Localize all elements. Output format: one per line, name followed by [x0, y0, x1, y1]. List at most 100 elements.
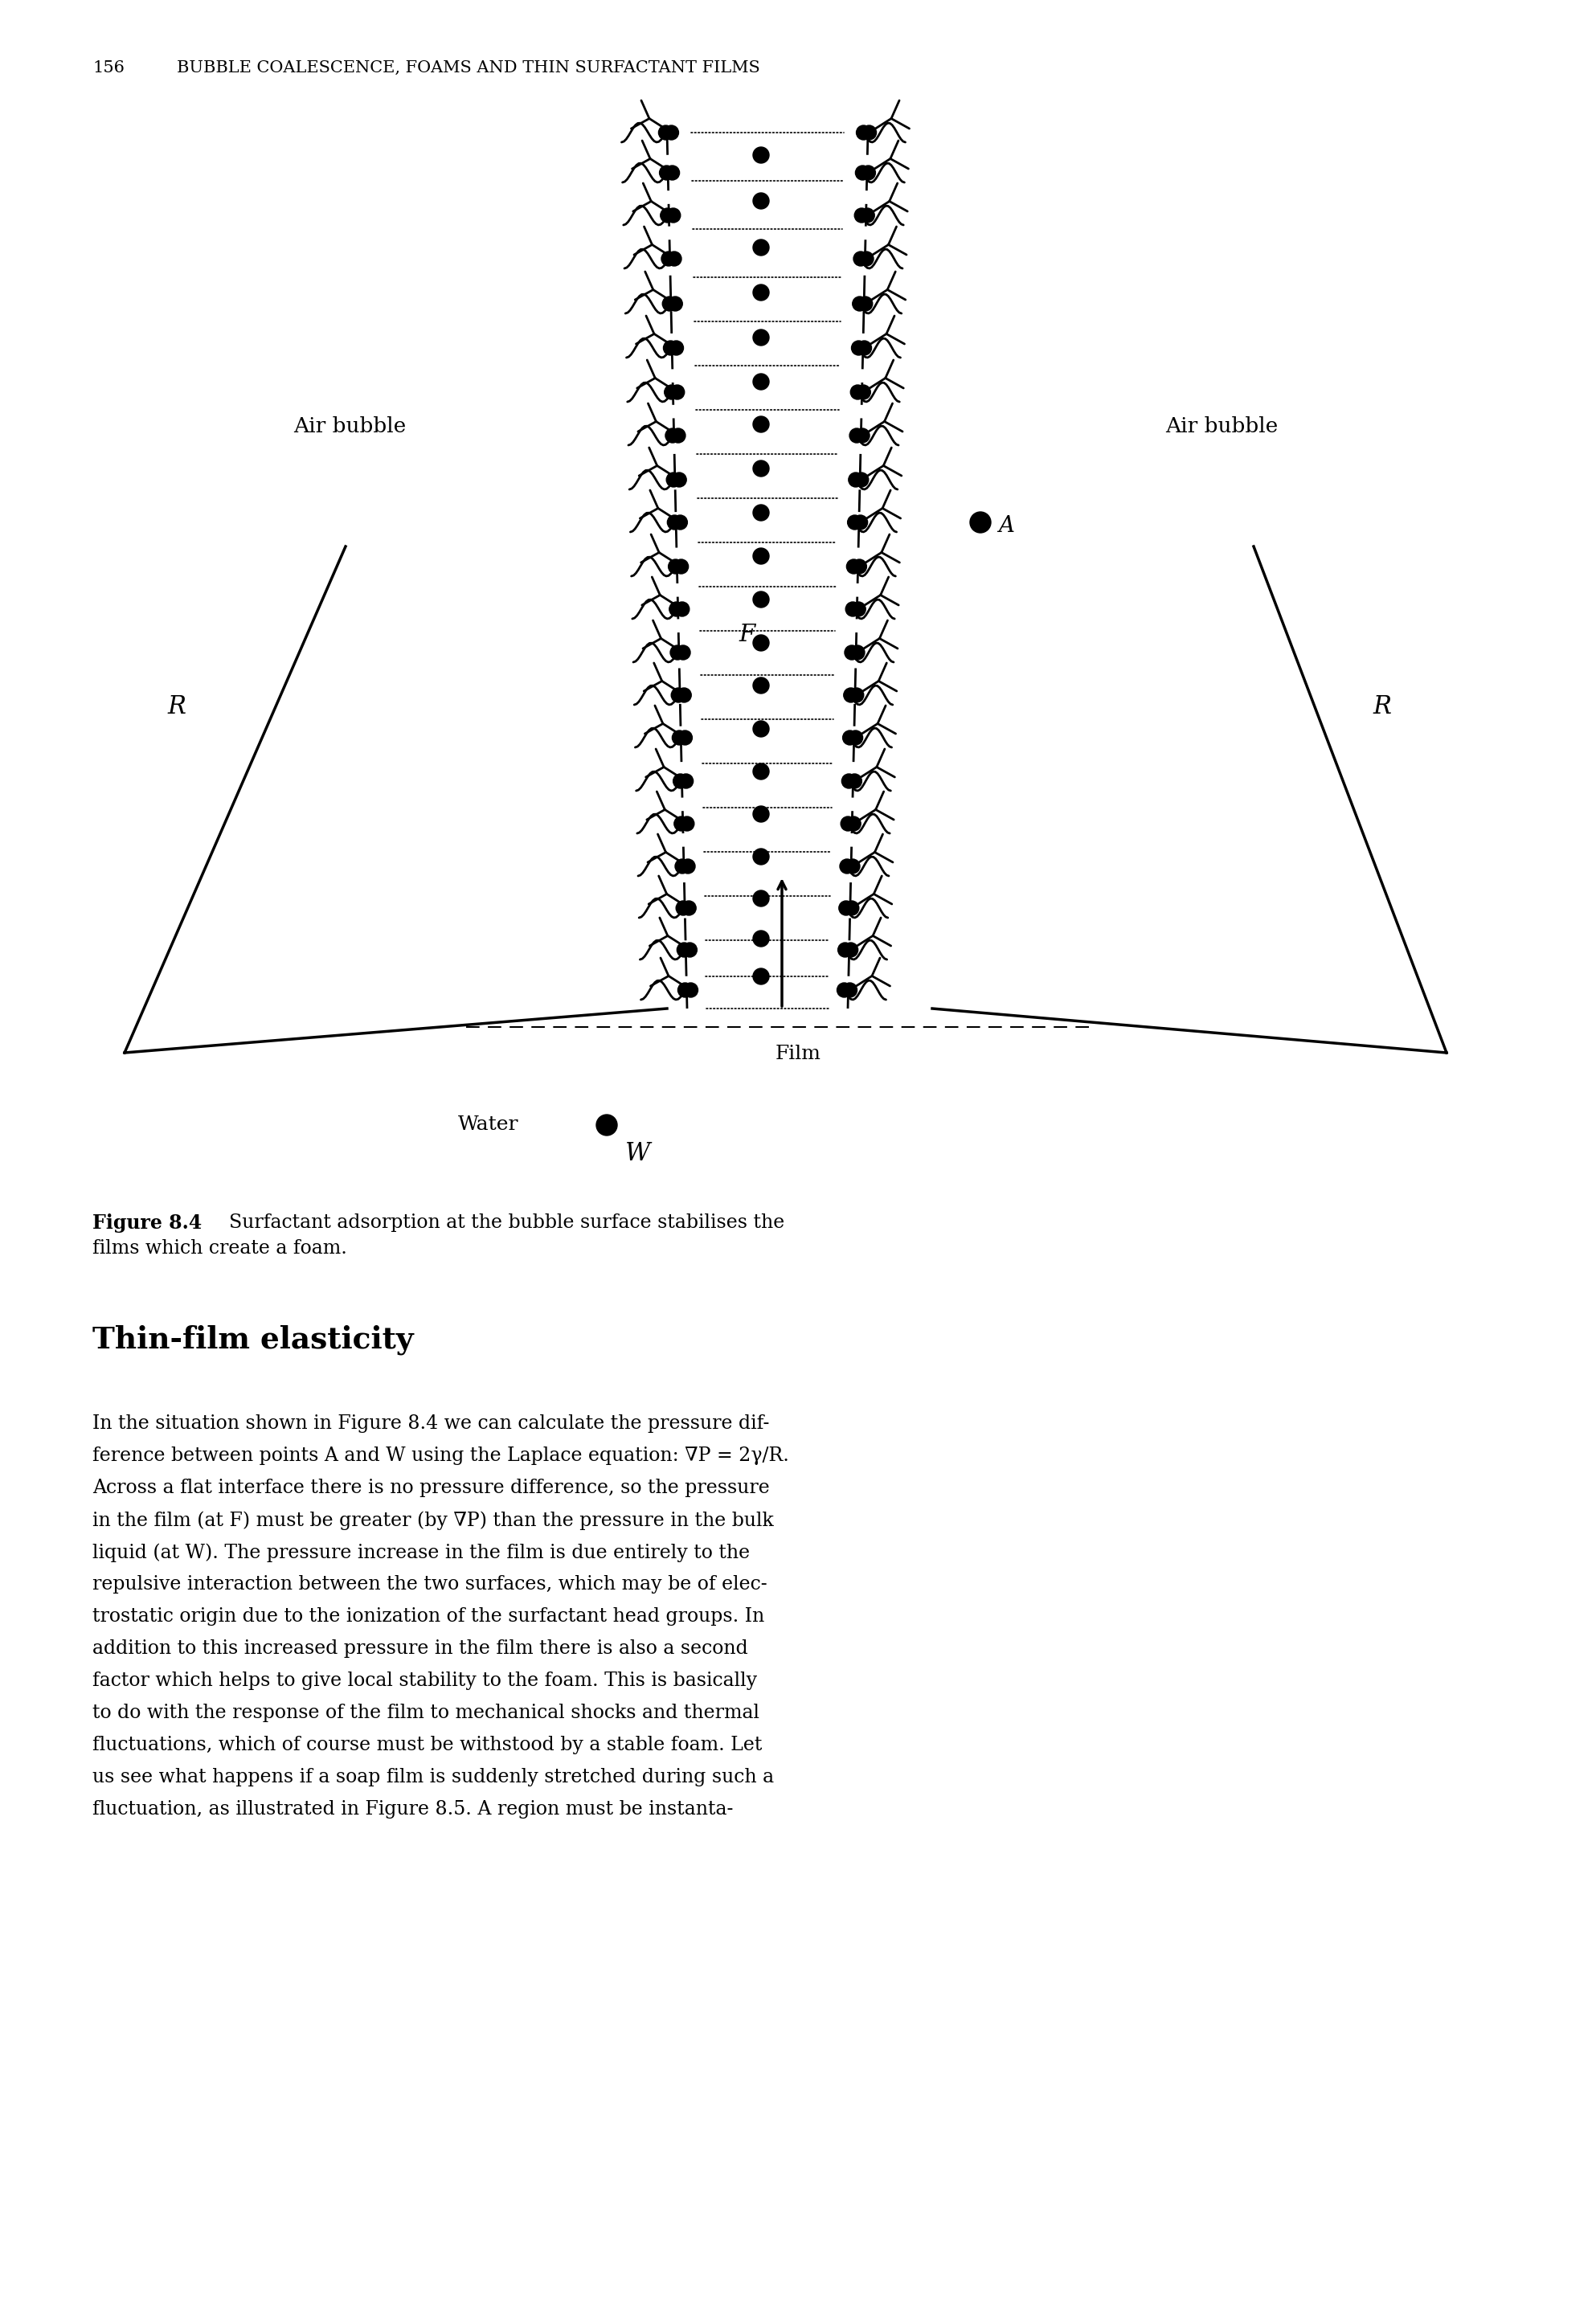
Circle shape: [852, 558, 867, 574]
Circle shape: [670, 646, 685, 660]
Circle shape: [849, 472, 863, 486]
Text: Across a flat interface there is no pressure difference, so the pressure: Across a flat interface there is no pres…: [93, 1478, 769, 1496]
Circle shape: [678, 982, 693, 998]
Circle shape: [667, 252, 681, 266]
Text: F: F: [739, 623, 755, 646]
Circle shape: [672, 472, 686, 486]
Circle shape: [854, 472, 868, 486]
Circle shape: [852, 296, 867, 310]
Text: addition to this increased pressure in the film there is also a second: addition to this increased pressure in t…: [93, 1640, 749, 1658]
Circle shape: [677, 901, 691, 915]
Circle shape: [674, 514, 688, 530]
Circle shape: [664, 125, 678, 139]
Circle shape: [675, 646, 691, 660]
Circle shape: [844, 901, 859, 915]
Circle shape: [674, 774, 688, 787]
Circle shape: [839, 901, 854, 915]
Circle shape: [667, 472, 681, 486]
Circle shape: [839, 859, 854, 873]
Circle shape: [669, 602, 683, 616]
Text: BUBBLE COALESCENCE, FOAMS AND THIN SURFACTANT FILMS: BUBBLE COALESCENCE, FOAMS AND THIN SURFA…: [177, 60, 760, 76]
Text: 156: 156: [93, 60, 124, 76]
Circle shape: [683, 982, 697, 998]
Circle shape: [669, 296, 683, 310]
Text: Figure 8.4: Figure 8.4: [93, 1214, 203, 1232]
Text: W: W: [626, 1142, 651, 1165]
Circle shape: [970, 512, 991, 533]
Circle shape: [669, 558, 683, 574]
Circle shape: [859, 296, 873, 310]
Circle shape: [680, 818, 694, 831]
Text: Thin-film elasticity: Thin-film elasticity: [93, 1325, 413, 1355]
Circle shape: [753, 373, 769, 389]
Text: R: R: [1373, 695, 1392, 720]
Circle shape: [677, 688, 691, 702]
Circle shape: [670, 428, 685, 442]
Text: films which create a foam.: films which create a foam.: [93, 1239, 346, 1258]
Circle shape: [664, 340, 678, 354]
Text: factor which helps to give local stability to the foam. This is basically: factor which helps to give local stabili…: [93, 1672, 757, 1691]
Text: Water: Water: [458, 1116, 519, 1135]
Circle shape: [846, 602, 860, 616]
Circle shape: [661, 208, 675, 222]
Circle shape: [753, 720, 769, 736]
Circle shape: [838, 943, 852, 957]
Circle shape: [753, 968, 769, 984]
Circle shape: [753, 764, 769, 780]
Circle shape: [847, 774, 862, 787]
Circle shape: [862, 125, 876, 139]
Circle shape: [849, 730, 863, 746]
Circle shape: [677, 943, 691, 957]
Circle shape: [659, 164, 674, 181]
Text: Film: Film: [776, 1045, 820, 1063]
Circle shape: [849, 688, 863, 702]
Circle shape: [672, 730, 686, 746]
Circle shape: [851, 602, 865, 616]
Circle shape: [597, 1114, 618, 1135]
Circle shape: [851, 384, 865, 398]
Circle shape: [666, 208, 680, 222]
Circle shape: [844, 646, 859, 660]
Circle shape: [851, 340, 867, 354]
Text: repulsive interaction between the two surfaces, which may be of elec-: repulsive interaction between the two su…: [93, 1575, 768, 1593]
Text: trostatic origin due to the ionization of the surfactant head groups. In: trostatic origin due to the ionization o…: [93, 1607, 764, 1626]
Circle shape: [659, 125, 674, 139]
Circle shape: [753, 679, 769, 692]
Text: liquid (at W). The pressure increase in the film is due entirely to the: liquid (at W). The pressure increase in …: [93, 1542, 750, 1561]
Text: in the film (at F) must be greater (by ∇P) than the pressure in the bulk: in the film (at F) must be greater (by ∇…: [93, 1510, 774, 1529]
Text: ference between points A and W using the Laplace equation: ∇P = 2γ/R.: ference between points A and W using the…: [93, 1448, 788, 1466]
Circle shape: [667, 514, 681, 530]
Circle shape: [855, 164, 870, 181]
Text: R: R: [168, 695, 187, 720]
Circle shape: [841, 818, 855, 831]
Circle shape: [753, 461, 769, 477]
Text: Air bubble: Air bubble: [1165, 417, 1278, 435]
Circle shape: [857, 125, 871, 139]
Circle shape: [753, 146, 769, 162]
Circle shape: [670, 384, 685, 398]
Circle shape: [855, 384, 870, 398]
Circle shape: [753, 192, 769, 208]
Circle shape: [683, 943, 697, 957]
Circle shape: [854, 208, 868, 222]
Circle shape: [753, 417, 769, 433]
Circle shape: [680, 859, 696, 873]
Circle shape: [675, 859, 689, 873]
Text: In the situation shown in Figure 8.4 we can calculate the pressure dif-: In the situation shown in Figure 8.4 we …: [93, 1415, 769, 1434]
Circle shape: [753, 635, 769, 651]
Circle shape: [847, 514, 862, 530]
Circle shape: [666, 428, 680, 442]
Text: Surfactant adsorption at the bubble surface stabilises the: Surfactant adsorption at the bubble surf…: [217, 1214, 785, 1232]
Circle shape: [672, 688, 686, 702]
Circle shape: [843, 730, 857, 746]
Text: fluctuations, which of course must be withstood by a stable foam. Let: fluctuations, which of course must be wi…: [93, 1735, 763, 1753]
Circle shape: [851, 646, 865, 660]
Circle shape: [859, 252, 873, 266]
Circle shape: [836, 982, 851, 998]
Circle shape: [661, 252, 675, 266]
Circle shape: [753, 931, 769, 947]
Circle shape: [753, 889, 769, 906]
Text: A: A: [998, 516, 1013, 537]
Circle shape: [857, 340, 871, 354]
Circle shape: [674, 818, 688, 831]
